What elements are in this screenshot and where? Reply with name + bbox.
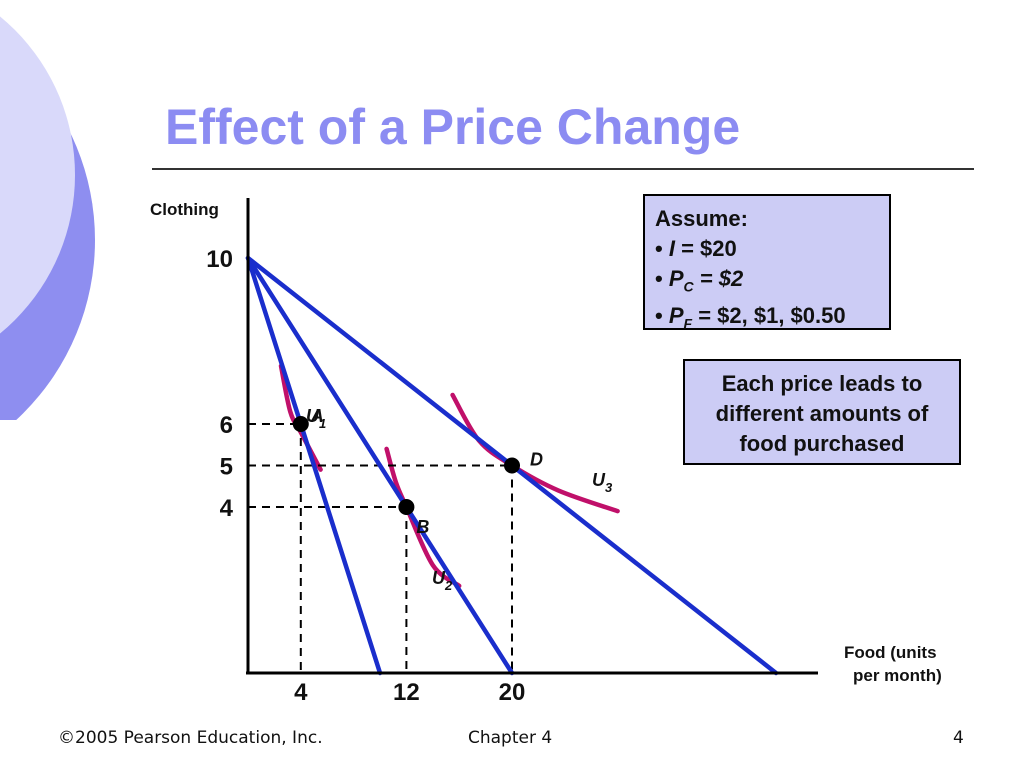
tick-labels: 10 6 5 4 4 12 20 (206, 246, 525, 706)
curve-label-1: U1 (306, 406, 326, 431)
x-axis-label-line1: Food (units (844, 643, 937, 662)
point-label-d: D (530, 450, 543, 470)
slide-title: Effect of a Price Change (165, 99, 741, 155)
y-tick-label: 5 (220, 454, 233, 481)
curve-labels: U1 U2 U3 (306, 406, 613, 593)
assume-heading: Assume: (655, 206, 748, 231)
y-tick-label: 4 (220, 495, 234, 522)
assume-price-clothing: • PC = $2 (655, 264, 889, 301)
footer-chapter: Chapter 4 (468, 728, 553, 748)
budget-line-1 (245, 255, 383, 676)
point-a (292, 416, 309, 432)
note-line: different amounts of (715, 401, 929, 426)
title-divider (152, 168, 974, 170)
pc-subscript: C (683, 278, 694, 295)
pf-subscript: F (683, 315, 693, 332)
pc-symbol: P (668, 266, 684, 291)
equilibrium-points: A B D (292, 406, 543, 537)
note-line: Each price leads to (721, 371, 923, 396)
bullet: • (655, 303, 663, 329)
x-tick-label: 4 (294, 679, 308, 706)
indifference-curves (278, 363, 620, 589)
bullet: • (655, 266, 663, 291)
point-label-b: B (416, 517, 429, 537)
decorative-circles (0, 16, 95, 420)
assume-income: • I = $20 (655, 234, 889, 264)
point-b (398, 499, 415, 515)
assume-price-food: • PF = $2, $1, $0.50 (655, 301, 889, 338)
note-box: Each price leads to different amounts of… (683, 359, 961, 465)
bullet: • (655, 236, 663, 261)
y-tick-label: 10 (206, 246, 233, 273)
curve-label-2: U2 (432, 568, 453, 593)
footer-copyright: ©2005 Pearson Education, Inc. (58, 728, 323, 748)
x-tick-label: 20 (499, 679, 526, 706)
pf-symbol: P (668, 303, 684, 329)
pc-value: = $2 (699, 266, 744, 291)
y-axis-label: Clothing (150, 200, 219, 219)
axes: Clothing Food (units per month) (150, 198, 942, 685)
x-axis-label-line2: per month) (853, 666, 942, 685)
x-tick-label: 12 (393, 679, 420, 706)
y-tick-label: 6 (220, 412, 233, 439)
note-line: food purchased (739, 431, 905, 456)
assumptions-box: Assume: • I = $20 • PC = $2 • PF = $2, $… (643, 194, 891, 332)
deco-circle-light (0, 16, 75, 334)
pf-value: = $2, $1, $0.50 (698, 303, 846, 329)
income-symbol: I (668, 236, 675, 261)
curve-label-3: U3 (592, 470, 613, 495)
budget-line-2 (245, 255, 515, 676)
page-number: 4 (953, 728, 964, 748)
point-d (504, 457, 520, 474)
income-value: = $20 (681, 236, 737, 261)
point-label-a: A (310, 406, 324, 426)
